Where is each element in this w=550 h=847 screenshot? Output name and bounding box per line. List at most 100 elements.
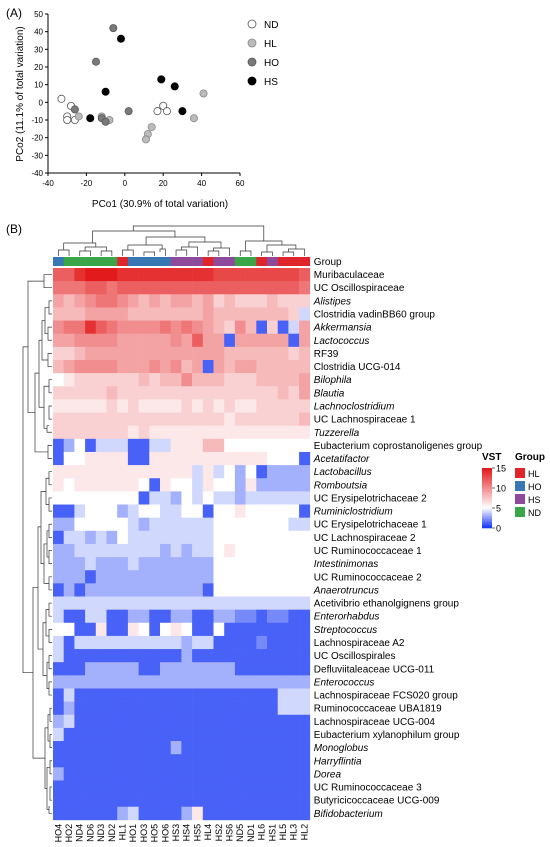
heatmap-cell <box>181 294 193 308</box>
heatmap-cell <box>213 386 225 400</box>
heatmap-cell <box>117 399 129 413</box>
heatmap-cell <box>181 754 193 768</box>
heatmap-cell <box>106 333 118 348</box>
heatmap-cell <box>149 793 161 808</box>
heatmap-cell <box>160 596 171 610</box>
heatmap-cell <box>299 281 311 295</box>
heatmap-cell <box>170 399 182 413</box>
column-label: HS4 <box>182 824 192 842</box>
heatmap-cell <box>234 359 246 374</box>
heatmap-cell <box>181 491 193 505</box>
heatmap-cell <box>138 806 150 821</box>
heatmap-cell <box>85 465 97 479</box>
heatmap-cell <box>63 767 75 781</box>
heatmap-cell <box>224 741 236 755</box>
heatmap-cell <box>213 530 225 545</box>
heatmap-cell <box>63 386 75 400</box>
heatmap-cell <box>202 294 214 308</box>
heatmap-cell <box>256 543 268 558</box>
heatmap-cell <box>202 517 214 532</box>
heatmap-cell <box>299 530 311 545</box>
heatmap-cell <box>234 307 246 321</box>
heatmap-cell <box>181 649 193 663</box>
heatmap-cell <box>288 688 300 702</box>
heatmap-cell <box>170 425 182 440</box>
heatmap-cell <box>149 465 161 479</box>
heatmap-cell <box>138 714 150 729</box>
row-label: Lactobacillus <box>314 467 372 478</box>
heatmap-cell <box>267 346 278 361</box>
heatmap-cell <box>160 465 171 479</box>
heatmap-cell <box>256 570 268 584</box>
heatmap-cell <box>63 478 75 492</box>
vst-colorbar-segment <box>482 469 492 472</box>
heatmap-cell <box>63 688 75 702</box>
vst-colorbar-segment <box>482 513 492 515</box>
heatmap-cell <box>95 530 107 545</box>
heatmap-cell <box>63 294 75 308</box>
heatmap-cell <box>202 451 214 466</box>
heatmap-cell <box>234 727 246 742</box>
heatmap-cell <box>277 622 289 637</box>
heatmap-cell <box>74 386 86 400</box>
heatmap-cell <box>202 465 214 479</box>
heatmap-cell <box>224 649 236 663</box>
group-legend-swatch-hs <box>515 494 525 504</box>
heatmap-cell <box>192 596 204 610</box>
row-label: UC Erysipelotrichaceae 1 <box>314 520 427 531</box>
heatmap-cell <box>181 596 193 610</box>
heatmap-cell <box>181 359 193 374</box>
heatmap-cell <box>267 767 278 781</box>
heatmap-cell <box>85 570 97 584</box>
group-cell-nd <box>85 257 97 266</box>
group-legend-swatch-nd <box>515 507 525 517</box>
heatmap-cell <box>267 557 278 571</box>
vst-colorbar-segment <box>482 508 492 511</box>
vst-colorbar-segment <box>482 474 492 476</box>
heatmap-cell <box>288 281 300 295</box>
heatmap-cell <box>245 675 257 689</box>
heatmap-cell <box>181 438 193 453</box>
heatmap-cell <box>106 504 118 518</box>
y-tick-label: -20 <box>31 134 43 143</box>
heatmap-cell <box>299 412 311 426</box>
heatmap-cell <box>256 294 268 308</box>
heatmap-cell <box>95 741 107 755</box>
dendrogram-branch <box>48 379 52 394</box>
heatmap-cell <box>138 622 150 637</box>
heatmap-cell <box>256 438 268 453</box>
heatmap-cell <box>245 701 257 716</box>
dendrogram-branch <box>207 250 220 256</box>
legend-marker-hs <box>247 76 257 86</box>
heatmap-cell <box>192 491 204 505</box>
heatmap-cell <box>256 727 268 742</box>
row-label: Acetivibrio ethanolgignens group <box>314 599 460 610</box>
row-dendrogram <box>22 274 52 814</box>
heatmap-cell <box>234 478 246 492</box>
heatmap-cell <box>74 780 86 794</box>
column-label: ND2 <box>107 824 117 842</box>
heatmap-cell <box>160 517 171 532</box>
heatmap-cell <box>213 635 225 650</box>
heatmap-cell <box>213 662 225 676</box>
heatmap-cell <box>74 649 86 663</box>
heatmap-cell <box>106 438 118 453</box>
heatmap-cell <box>149 780 161 794</box>
dendrogram-branch <box>49 786 52 801</box>
heatmap-cell <box>288 307 300 321</box>
heatmap-cell <box>213 780 225 794</box>
heatmap-cell <box>224 517 236 532</box>
heatmap-cell <box>299 399 311 413</box>
heatmap-cell <box>127 281 139 295</box>
heatmap-cell <box>213 767 225 781</box>
heatmap-cell <box>288 412 300 426</box>
heatmap-cell <box>138 701 150 716</box>
heatmap-cell <box>267 294 278 308</box>
y-tick-label: 30 <box>34 45 43 54</box>
heatmap-cell <box>138 793 150 808</box>
heatmap-cell <box>138 530 150 545</box>
heatmap-cell <box>127 649 139 663</box>
heatmap-cell <box>277 268 289 282</box>
row-label: Ruminiclostridium <box>314 507 393 518</box>
heatmap-cell <box>127 320 139 334</box>
